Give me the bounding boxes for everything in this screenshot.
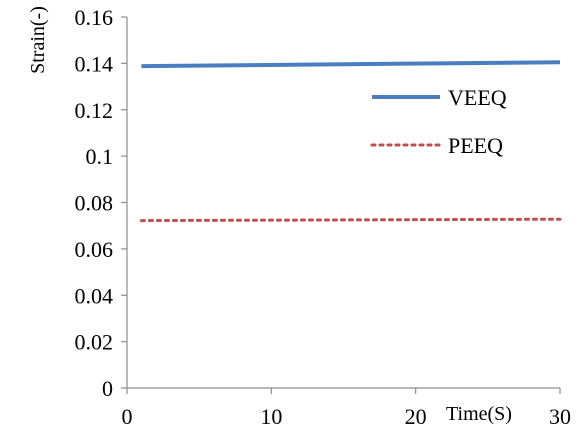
y-tick-label: 0.08 bbox=[75, 191, 114, 216]
y-tick-label: 0.1 bbox=[86, 144, 114, 169]
y-tick-label: 0.14 bbox=[75, 51, 114, 76]
series-layer bbox=[139, 60, 562, 223]
series-line-peeq bbox=[139, 217, 562, 223]
legend: VEEQ PEEQ bbox=[370, 85, 507, 158]
x-tick-label: 20 bbox=[405, 404, 427, 429]
x-axis-title: Time(S) bbox=[446, 403, 512, 425]
x-tick-label: 0 bbox=[122, 404, 133, 429]
y-tick-label: 0.04 bbox=[75, 283, 114, 308]
y-axis-title: Strain(-) bbox=[27, 6, 49, 74]
y-tick-label: 0.12 bbox=[75, 98, 114, 123]
series-line-veeq bbox=[141, 60, 561, 69]
y-tick-label: 0.06 bbox=[75, 237, 114, 262]
axes bbox=[126, 17, 560, 389]
y-tick-label: 0.16 bbox=[75, 5, 114, 30]
y-axis-ticks: 0 0.02 0.04 0.06 0.08 0.1 0.12 0.14 0.16 bbox=[75, 5, 127, 401]
legend-label-veeq: VEEQ bbox=[448, 85, 507, 110]
y-tick-label: 0.02 bbox=[75, 330, 114, 355]
y-tick-label: 0 bbox=[102, 376, 113, 401]
x-tick-label: 10 bbox=[260, 404, 282, 429]
x-tick-label: 30 bbox=[549, 404, 571, 429]
legend-label-peeq: PEEQ bbox=[448, 133, 503, 158]
x-axis-ticks: 0 10 20 30 bbox=[122, 388, 571, 429]
